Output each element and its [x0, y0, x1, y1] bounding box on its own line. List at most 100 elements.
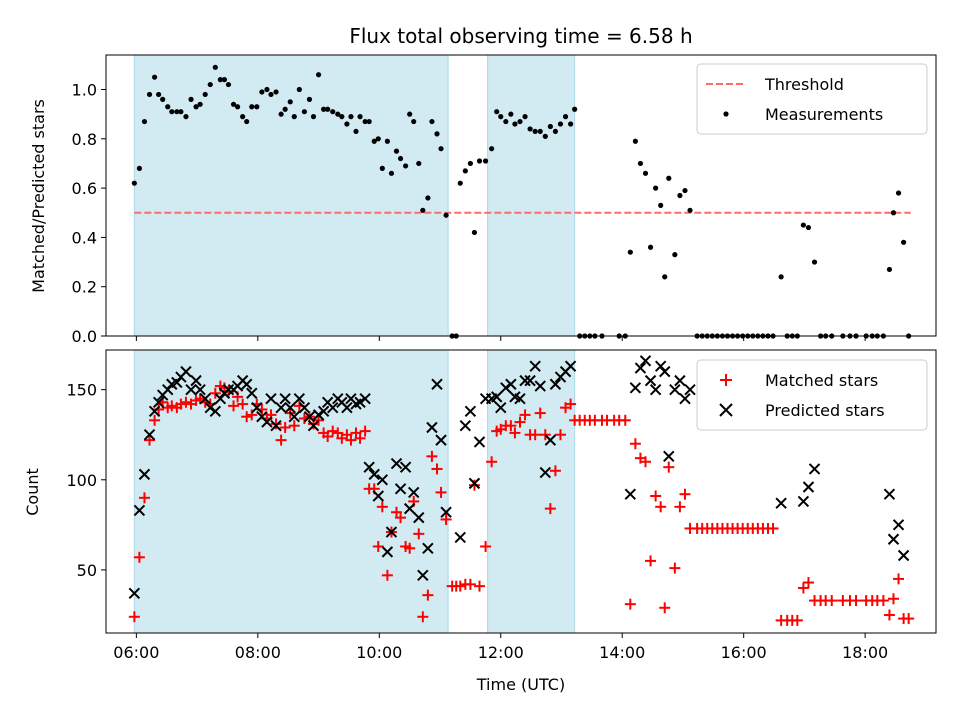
- matched-star-point: [887, 593, 899, 605]
- matched-star-point: [435, 486, 447, 498]
- measurement-point: [310, 114, 317, 120]
- matched-star-points: [128, 380, 915, 626]
- measurement-point: [532, 128, 538, 135]
- measurement-point: [542, 133, 548, 139]
- matched-star-point: [624, 598, 636, 610]
- matched-star-point: [659, 602, 671, 614]
- measurement-point: [895, 190, 902, 196]
- measurement-point: [348, 114, 354, 120]
- measurement-point: [632, 138, 638, 144]
- measurement-point: [244, 118, 250, 125]
- legend-threshold-label: Threshold: [764, 75, 844, 94]
- predicted-star-points: [128, 355, 910, 600]
- measurement-point: [666, 175, 672, 181]
- predicted-star-point: [317, 405, 330, 417]
- y-tick-label: 0.0: [72, 327, 97, 346]
- measurement-point: [462, 168, 468, 174]
- predicted-star-point: [505, 378, 517, 390]
- measurement-point: [188, 96, 194, 102]
- measurement-point: [306, 96, 313, 102]
- measurement-point: [202, 91, 208, 98]
- measurement-point: [637, 160, 644, 167]
- measurement-point: [301, 109, 307, 115]
- matched-star-point: [663, 461, 675, 473]
- legend-matched-label: Matched stars: [765, 371, 878, 390]
- matched-star-point: [464, 578, 476, 590]
- predicted-star-point: [644, 374, 657, 387]
- measurement-point: [627, 249, 633, 255]
- measurement-point: [136, 165, 143, 171]
- matched-star-point: [175, 398, 187, 410]
- matched-star-point: [480, 540, 492, 552]
- measurement-point: [467, 160, 473, 167]
- predicted-star-point: [808, 463, 821, 475]
- legend-matched-swatch: [720, 374, 732, 386]
- predicted-star-point: [417, 569, 429, 582]
- shaded-region-1: [133, 349, 449, 634]
- measurement-point: [901, 239, 907, 245]
- matched-star-point: [270, 418, 282, 430]
- measurement-point: [425, 195, 431, 201]
- predicted-star-point: [549, 378, 562, 390]
- predicted-star-point: [797, 495, 810, 508]
- measurement-point: [273, 89, 279, 95]
- measurement-point: [567, 121, 574, 127]
- matched-star-point: [381, 569, 393, 581]
- measurement-point: [512, 121, 518, 127]
- measurement-point: [517, 118, 523, 125]
- predicted-star-point: [431, 378, 443, 390]
- measurement-point: [407, 111, 413, 117]
- matched-star-point: [246, 409, 258, 421]
- predicted-star-point: [143, 429, 156, 441]
- measurement-point: [225, 81, 232, 88]
- matched-star-point: [149, 414, 161, 426]
- predicted-star-point: [298, 401, 311, 414]
- measurement-point: [366, 118, 372, 125]
- measurement-point: [282, 106, 288, 112]
- measurement-point: [658, 202, 664, 208]
- measurement-point: [662, 274, 668, 280]
- measurement-point: [230, 101, 237, 107]
- predicted-star-point: [240, 378, 253, 390]
- bottom-x-ticks: 06:00 08:00 10:00 12:00 14:00 16:00 18:00: [113, 633, 888, 662]
- measurement-point: [494, 109, 500, 115]
- measurement-point: [677, 192, 683, 199]
- x-tick-label: 16:00: [721, 643, 767, 662]
- matched-star-point: [767, 522, 779, 534]
- measurement-point: [557, 121, 564, 127]
- predicted-star-point: [394, 483, 407, 495]
- matched-star-point: [893, 573, 905, 585]
- predicted-star-point: [275, 401, 287, 414]
- measurement-point: [156, 91, 162, 98]
- matched-star-point: [279, 422, 291, 434]
- predicted-star-point: [659, 365, 671, 378]
- predicted-star-point: [312, 409, 325, 421]
- measurement-point: [429, 118, 435, 125]
- predicted-star-point: [279, 392, 291, 405]
- measurement-point: [357, 114, 363, 120]
- top-panel: 0.0 0.2 0.4 0.6 0.8 1.0 Matched/Predicted sta…: [29, 54, 937, 346]
- measurement-point: [321, 106, 327, 112]
- measurement-point: [778, 274, 784, 280]
- measurement-point: [482, 158, 489, 164]
- measurement-point: [296, 86, 302, 93]
- predicted-star-point: [133, 504, 146, 517]
- matched-star-point: [228, 400, 240, 412]
- y-tick-label: 150: [66, 381, 97, 400]
- measurement-point: [339, 114, 345, 120]
- measurement-point: [443, 212, 449, 218]
- predicted-star-point: [372, 490, 384, 502]
- measurement-point: [416, 160, 422, 167]
- predicted-star-point: [138, 468, 151, 481]
- predicted-star-point: [802, 481, 815, 493]
- measurement-point: [522, 114, 528, 120]
- bottom-y-axis-label: Count: [23, 468, 42, 516]
- matched-star-point: [180, 396, 192, 408]
- matched-star-point: [903, 613, 915, 625]
- measurement-point: [268, 91, 274, 98]
- measurement-point: [330, 109, 336, 115]
- predicted-star-point: [440, 506, 452, 518]
- measurement-point: [886, 266, 893, 273]
- predicted-star-point: [327, 401, 339, 414]
- matched-star-point: [669, 562, 681, 574]
